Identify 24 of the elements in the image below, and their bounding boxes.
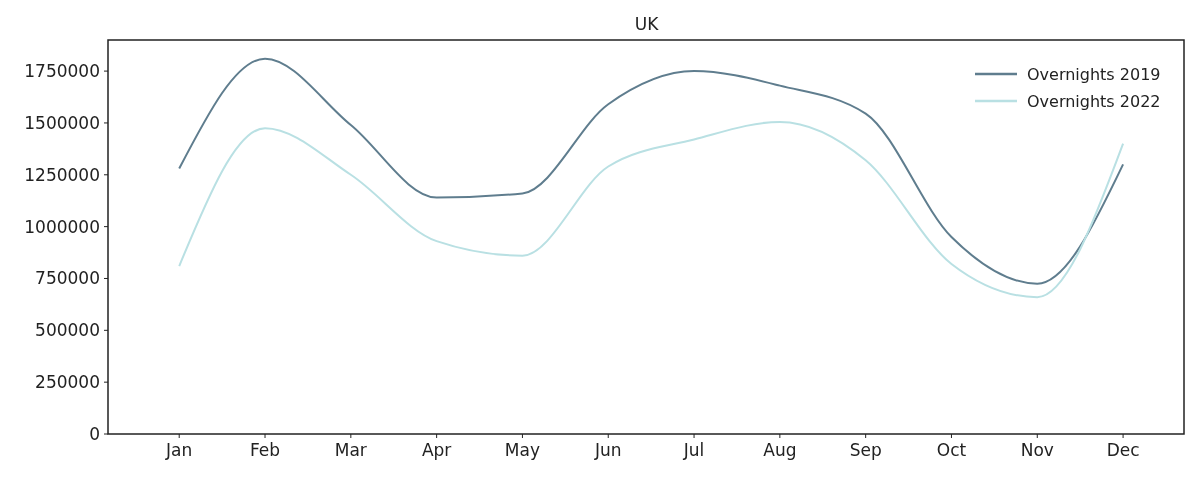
x-tick-label: Sep — [849, 440, 882, 460]
chart-title: UK — [634, 14, 660, 34]
x-tick-label: Jun — [593, 440, 622, 460]
x-tick-label: May — [504, 440, 541, 460]
y-tick-label: 1500000 — [24, 112, 100, 133]
y-tick-label: 1000000 — [24, 216, 100, 237]
legend-label: Overnights 2022 — [1027, 91, 1161, 111]
line-series — [178, 120, 1125, 299]
x-tick-label: Mar — [334, 440, 367, 460]
x-tick-label: Jul — [682, 440, 705, 460]
x-tick-label: Oct — [936, 440, 967, 460]
x-tick-label: Apr — [421, 440, 452, 460]
y-tick-label: 500000 — [35, 320, 100, 341]
x-tick-label: Dec — [1106, 440, 1140, 460]
x-tick-label: Jan — [165, 440, 193, 460]
y-tick-label: 1750000 — [24, 61, 100, 82]
y-tick-label: 750000 — [35, 268, 100, 289]
legend-label: Overnights 2019 — [1027, 64, 1161, 84]
y-tick-label: 250000 — [35, 372, 100, 393]
x-tick-label: Aug — [763, 440, 797, 460]
x-tick-label: Nov — [1020, 440, 1054, 460]
y-tick-label: 1250000 — [24, 164, 100, 185]
y-tick-label: 0 — [89, 423, 100, 444]
x-tick-label: Feb — [249, 440, 281, 460]
